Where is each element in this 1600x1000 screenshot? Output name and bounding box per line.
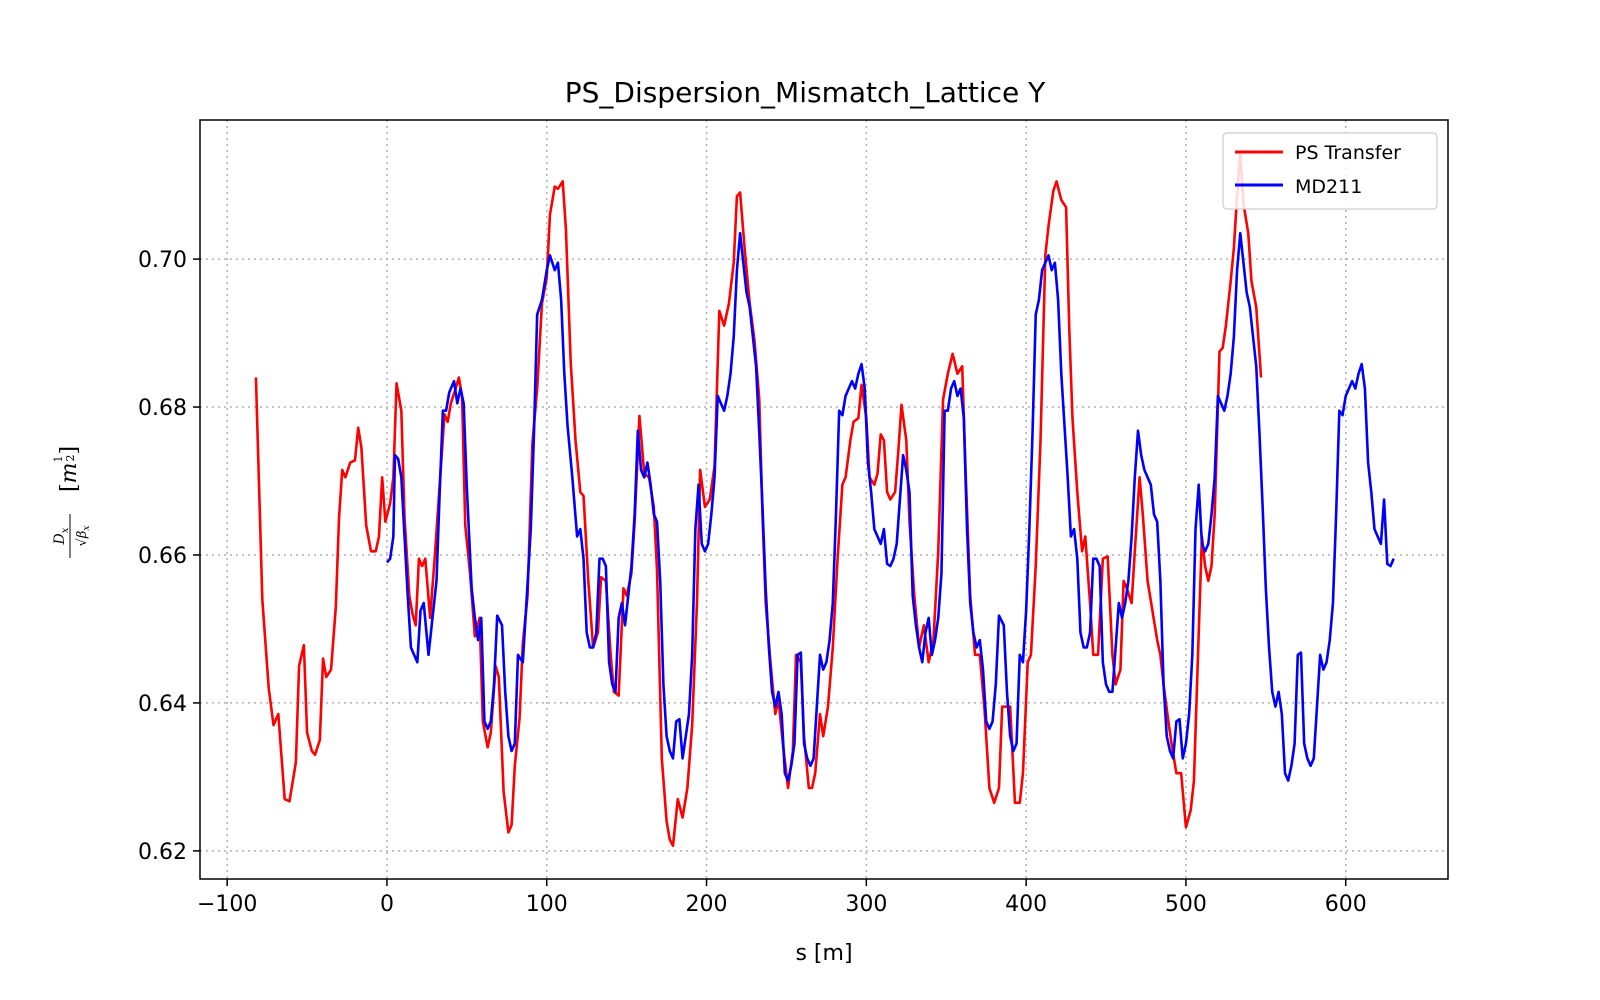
legend: PS Transfer MD211: [1222, 132, 1438, 210]
x-tick-label: 500: [1165, 892, 1207, 917]
x-tick-label: 300: [845, 892, 887, 917]
x-axis-label: s [m]: [795, 941, 852, 966]
legend-label-ps-transfer: PS Transfer: [1295, 142, 1401, 164]
series-line-md211: [385, 231, 1395, 782]
x-tick-label: −100: [197, 892, 257, 917]
y-axis-label: Dx √βx [m12]: [52, 446, 92, 558]
y-tick-label: 0.70: [138, 248, 187, 273]
legend-label-md211: MD211: [1295, 176, 1362, 198]
y-label-numerator: Dx: [52, 527, 71, 545]
x-tick-label: 400: [1005, 892, 1047, 917]
y-tick-label: 0.64: [138, 692, 187, 717]
y-label-unit: [m12]: [52, 446, 82, 492]
y-label-denominator: √βx: [75, 526, 92, 547]
x-tick-label: 600: [1325, 892, 1367, 917]
y-tick-label: 0.66: [138, 544, 187, 569]
x-axis: −100 0 100 200 300 400 500 600: [197, 879, 1367, 917]
y-axis: 0.62 0.64 0.66 0.68 0.70: [138, 248, 200, 865]
y-tick-label: 0.62: [138, 840, 187, 865]
plot-frame: [199, 119, 1449, 880]
y-tick-label: 0.68: [138, 396, 187, 421]
series-lines: [254, 150, 1395, 848]
x-tick-label: 200: [686, 892, 728, 917]
x-tick-label: 0: [380, 892, 394, 917]
chart-title: PS_Dispersion_Mismatch_Lattice Y: [565, 76, 1046, 109]
x-tick-label: 100: [526, 892, 568, 917]
grid: [200, 120, 1448, 879]
